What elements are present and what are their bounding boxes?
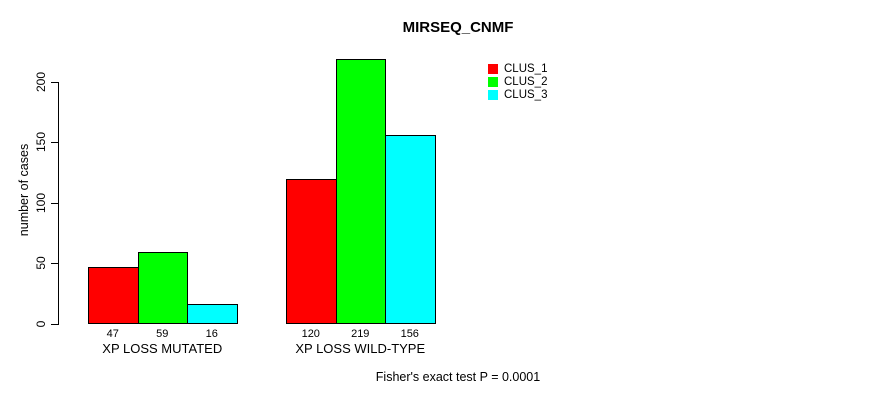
legend-item-clus-1: CLUS_1 <box>488 62 547 75</box>
y-axis-tick-label: 200 <box>34 71 48 93</box>
caption: Fisher's exact test P = 0.0001 <box>375 370 541 384</box>
legend-label-clus-1: CLUS_1 <box>504 62 548 75</box>
bar-value-label: 59 <box>156 328 169 340</box>
x-category-label: XP LOSS WILD-TYPE <box>295 341 426 356</box>
y-axis-label: number of cases <box>17 143 31 237</box>
y-axis-tick <box>51 202 58 204</box>
legend-item-clus-3: CLUS_3 <box>488 88 547 101</box>
y-axis-tick-label: 0 <box>34 320 48 327</box>
x-category-label: XP LOSS MUTATED <box>102 341 223 356</box>
bar-value-label: 120 <box>301 328 320 340</box>
legend-swatch-clus-3-icon <box>488 89 498 100</box>
bar-value-label: 47 <box>106 328 119 340</box>
chart-title: MIRSEQ_CNMF <box>402 19 514 36</box>
bar-value-label: 219 <box>351 328 370 340</box>
legend-label-clus-2: CLUS_2 <box>504 75 548 88</box>
legend-item-clus-2: CLUS_2 <box>488 75 547 88</box>
y-axis-tick-label: 50 <box>34 256 48 270</box>
legend-swatch-clus-1-icon <box>488 63 498 74</box>
bar-value-label: 156 <box>400 328 419 340</box>
bar-clus_2-1 <box>137 252 188 325</box>
bar-clus_1-2 <box>286 178 337 325</box>
bar-clus_3-1 <box>187 304 238 325</box>
y-axis-tick <box>51 323 58 325</box>
y-axis-tick-label: 150 <box>34 132 48 153</box>
legend-swatch-clus-2-icon <box>488 76 498 87</box>
legend: CLUS_1 CLUS_2 CLUS_3 <box>488 62 547 101</box>
bar-clus_1-1 <box>88 266 139 325</box>
bar-clus_2-2 <box>335 59 386 325</box>
y-axis-tick-label: 100 <box>34 192 48 213</box>
y-axis-tick <box>51 142 58 144</box>
legend-label-clus-3: CLUS_3 <box>504 88 548 101</box>
bar-value-label: 16 <box>205 328 218 340</box>
y-axis-line <box>58 82 59 325</box>
y-axis-tick <box>51 82 58 83</box>
bar-clus_3-2 <box>385 135 436 325</box>
y-axis-tick <box>51 263 58 265</box>
